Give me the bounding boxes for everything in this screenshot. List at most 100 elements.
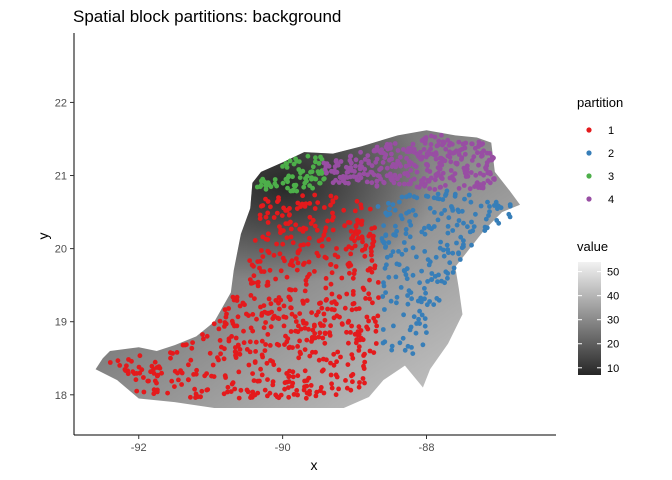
partition-4-point (338, 159, 344, 164)
partition-1-point (226, 338, 232, 344)
y-tick-label: 19 (55, 317, 67, 329)
partition-3-point (285, 185, 290, 191)
partition-1-point (310, 327, 316, 333)
partition-2-point (435, 279, 440, 285)
partition-1-point (218, 351, 224, 357)
partition-1-point (347, 260, 352, 266)
partition-1-point (327, 330, 332, 335)
partition-2-point (445, 271, 451, 276)
partition-2-point (380, 340, 386, 346)
partition-4-point (390, 175, 395, 181)
partition-1-point (329, 385, 335, 391)
partition-4-point (384, 173, 390, 179)
partition-2-point (487, 209, 492, 215)
partition-1-point (222, 320, 228, 325)
partition-2-point (411, 314, 417, 320)
partition-4-point (374, 178, 380, 184)
partition-4-point (397, 161, 402, 167)
partition-1-point (124, 363, 129, 369)
partition-1-point (287, 212, 292, 218)
partition-4-point (459, 146, 465, 152)
partition-1-point (186, 362, 191, 368)
partition-2-point (404, 276, 410, 282)
partition-2-point (459, 208, 465, 214)
partition-1-point (287, 297, 293, 303)
partition-1-point (329, 217, 335, 223)
partition-2-point (450, 228, 456, 233)
partition-4-point (324, 161, 330, 167)
partition-1-point (336, 386, 341, 392)
partition-1-point (253, 339, 259, 345)
partition-1-point (314, 312, 319, 318)
partition-1-point (367, 206, 373, 212)
partition-4-point (374, 156, 380, 162)
partition-1-point (134, 388, 140, 394)
partition-4-point (407, 149, 413, 155)
partition-1-point (307, 201, 313, 206)
partition-2-point (422, 225, 427, 231)
partition-1-point (276, 367, 282, 373)
partition-1-point (211, 321, 217, 327)
partition-4-point (464, 169, 470, 175)
partition-1-point (358, 328, 364, 333)
partition-4-point (475, 150, 480, 156)
partition-2-point (435, 217, 441, 223)
y-tick-label: 18 (55, 390, 67, 402)
partition-1-point (284, 274, 290, 280)
partition-2-point (417, 280, 422, 286)
partition-4-point (448, 168, 454, 173)
partition-4-point (446, 142, 452, 148)
partition-1-point (248, 293, 254, 298)
partition-1-point (258, 366, 263, 372)
partition-4-point (411, 176, 417, 182)
partition-3-point (290, 187, 296, 193)
partition-1-point (336, 294, 342, 300)
partition-1-point (152, 359, 158, 365)
partition-1-point (261, 325, 267, 331)
partition-1-point (204, 333, 210, 339)
partition-1-point (188, 394, 193, 400)
partition-2-point (405, 293, 410, 298)
partition-1-point (319, 305, 325, 311)
partition-4-point (443, 146, 449, 152)
partition-4-point (401, 147, 406, 152)
partition-1-point (281, 205, 286, 211)
partition-1-point (300, 193, 305, 199)
y-tick-label: 21 (55, 171, 67, 183)
partition-2-point (456, 218, 462, 223)
partition-1-point (215, 355, 220, 360)
partition-1-point (107, 360, 113, 365)
partition-2-point (406, 209, 412, 215)
partition-1-point (313, 349, 318, 355)
partition-2-point (425, 279, 430, 284)
partition-1-point (249, 393, 254, 398)
partition-4-point (411, 162, 417, 168)
partition-1-point (264, 310, 270, 316)
partition-2-point (397, 340, 403, 346)
partition-1-point (263, 214, 269, 220)
partition-3-point (294, 158, 300, 164)
partition-2-point (404, 266, 410, 272)
partition-2-point (383, 244, 389, 249)
partition-1-point (333, 372, 339, 378)
partition-2-point (386, 240, 392, 245)
partition-1-point (286, 374, 292, 380)
partition-1-point (247, 258, 253, 263)
partition-2-point (410, 245, 416, 251)
partition-1-point (353, 306, 359, 312)
partition-2-point (465, 224, 470, 230)
partition-1-point (282, 258, 287, 264)
partition-1-point (232, 349, 238, 355)
partition-1-point (340, 322, 345, 327)
partition-1-point (296, 323, 301, 329)
partition-2-point (495, 203, 500, 209)
partition-4-point (354, 177, 360, 183)
partition-1-point (304, 337, 310, 343)
partition-4-point (487, 180, 493, 186)
legend-key-4 (586, 196, 592, 202)
partition-1-point (303, 278, 309, 283)
partition-1-point (362, 359, 368, 365)
partition-2-point (426, 223, 432, 229)
partition-1-point (331, 315, 337, 321)
